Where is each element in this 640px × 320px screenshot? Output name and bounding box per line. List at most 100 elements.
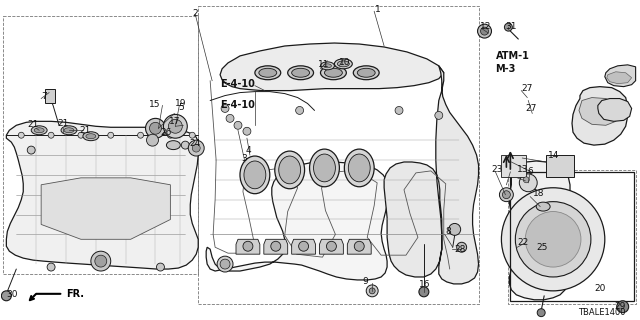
Ellipse shape — [31, 126, 47, 135]
Ellipse shape — [279, 156, 301, 184]
Circle shape — [108, 132, 114, 138]
Polygon shape — [572, 87, 628, 145]
Text: 12: 12 — [479, 22, 491, 31]
Circle shape — [271, 241, 281, 251]
Circle shape — [243, 127, 251, 135]
Circle shape — [366, 285, 378, 297]
Circle shape — [163, 114, 188, 138]
Circle shape — [181, 141, 189, 149]
Ellipse shape — [166, 141, 180, 149]
Text: 24: 24 — [189, 139, 200, 148]
Ellipse shape — [310, 149, 339, 187]
Text: 19: 19 — [175, 99, 187, 108]
Text: 18: 18 — [533, 189, 545, 198]
Circle shape — [296, 107, 303, 114]
Text: TBALE1400: TBALE1400 — [578, 308, 625, 317]
Circle shape — [91, 251, 111, 271]
Circle shape — [502, 191, 510, 199]
Ellipse shape — [321, 66, 346, 80]
Polygon shape — [348, 239, 371, 254]
Circle shape — [168, 132, 173, 138]
Circle shape — [192, 144, 200, 152]
Polygon shape — [509, 161, 570, 300]
Circle shape — [326, 241, 337, 251]
Text: 30: 30 — [6, 290, 18, 299]
Polygon shape — [220, 43, 444, 91]
Text: 23: 23 — [492, 165, 503, 174]
Ellipse shape — [353, 66, 379, 80]
Text: 31: 31 — [506, 22, 517, 31]
Text: 6: 6 — [527, 167, 533, 176]
Circle shape — [188, 140, 204, 156]
Text: 1: 1 — [375, 5, 381, 14]
Circle shape — [150, 122, 161, 134]
Text: 10: 10 — [339, 58, 351, 67]
Ellipse shape — [292, 68, 310, 77]
Ellipse shape — [348, 154, 370, 182]
Circle shape — [78, 132, 84, 138]
Bar — [45, 89, 55, 102]
Text: E-4-10: E-4-10 — [220, 100, 255, 110]
Text: ATM-1: ATM-1 — [495, 51, 529, 61]
Text: E-4-10: E-4-10 — [220, 79, 255, 89]
Circle shape — [217, 256, 233, 272]
Circle shape — [168, 119, 182, 133]
Circle shape — [243, 241, 253, 251]
Text: 29: 29 — [615, 302, 626, 311]
Polygon shape — [292, 239, 316, 254]
Circle shape — [299, 241, 308, 251]
Circle shape — [147, 134, 159, 146]
Circle shape — [537, 309, 545, 316]
Text: 14: 14 — [548, 150, 559, 160]
Ellipse shape — [324, 68, 342, 77]
Circle shape — [145, 118, 165, 138]
Ellipse shape — [244, 161, 266, 189]
Text: 7: 7 — [41, 92, 47, 101]
Text: 17: 17 — [170, 117, 181, 126]
Text: 26: 26 — [161, 128, 172, 137]
Circle shape — [48, 132, 54, 138]
Ellipse shape — [335, 59, 352, 69]
Ellipse shape — [314, 154, 335, 182]
Circle shape — [221, 105, 229, 112]
Circle shape — [477, 24, 492, 38]
Text: 13: 13 — [517, 165, 529, 174]
Circle shape — [47, 263, 55, 271]
Text: 3: 3 — [241, 154, 246, 163]
Circle shape — [519, 174, 537, 192]
Text: 28: 28 — [454, 245, 466, 254]
Polygon shape — [264, 239, 288, 254]
Circle shape — [28, 146, 35, 154]
Circle shape — [1, 291, 12, 301]
Circle shape — [499, 188, 513, 202]
Text: 5: 5 — [179, 103, 184, 112]
Polygon shape — [384, 66, 479, 284]
Circle shape — [435, 111, 443, 119]
Circle shape — [481, 27, 488, 35]
Ellipse shape — [240, 156, 270, 194]
Ellipse shape — [34, 128, 44, 133]
Ellipse shape — [536, 202, 550, 211]
Ellipse shape — [337, 61, 349, 67]
Bar — [501, 155, 526, 177]
Circle shape — [457, 242, 467, 252]
Polygon shape — [598, 99, 632, 121]
Ellipse shape — [61, 126, 77, 135]
Polygon shape — [236, 239, 260, 254]
Text: M-3: M-3 — [495, 64, 516, 74]
Circle shape — [524, 177, 529, 183]
Circle shape — [617, 301, 628, 313]
Circle shape — [501, 188, 605, 291]
Text: FR.: FR. — [30, 289, 84, 300]
Polygon shape — [579, 98, 620, 125]
Polygon shape — [605, 65, 636, 87]
Circle shape — [395, 107, 403, 114]
Circle shape — [234, 121, 242, 129]
Text: 16: 16 — [419, 280, 431, 289]
Circle shape — [19, 132, 24, 138]
Circle shape — [419, 287, 429, 297]
Ellipse shape — [288, 66, 314, 80]
Text: 21: 21 — [28, 120, 38, 129]
Circle shape — [449, 223, 461, 235]
Polygon shape — [607, 72, 632, 84]
